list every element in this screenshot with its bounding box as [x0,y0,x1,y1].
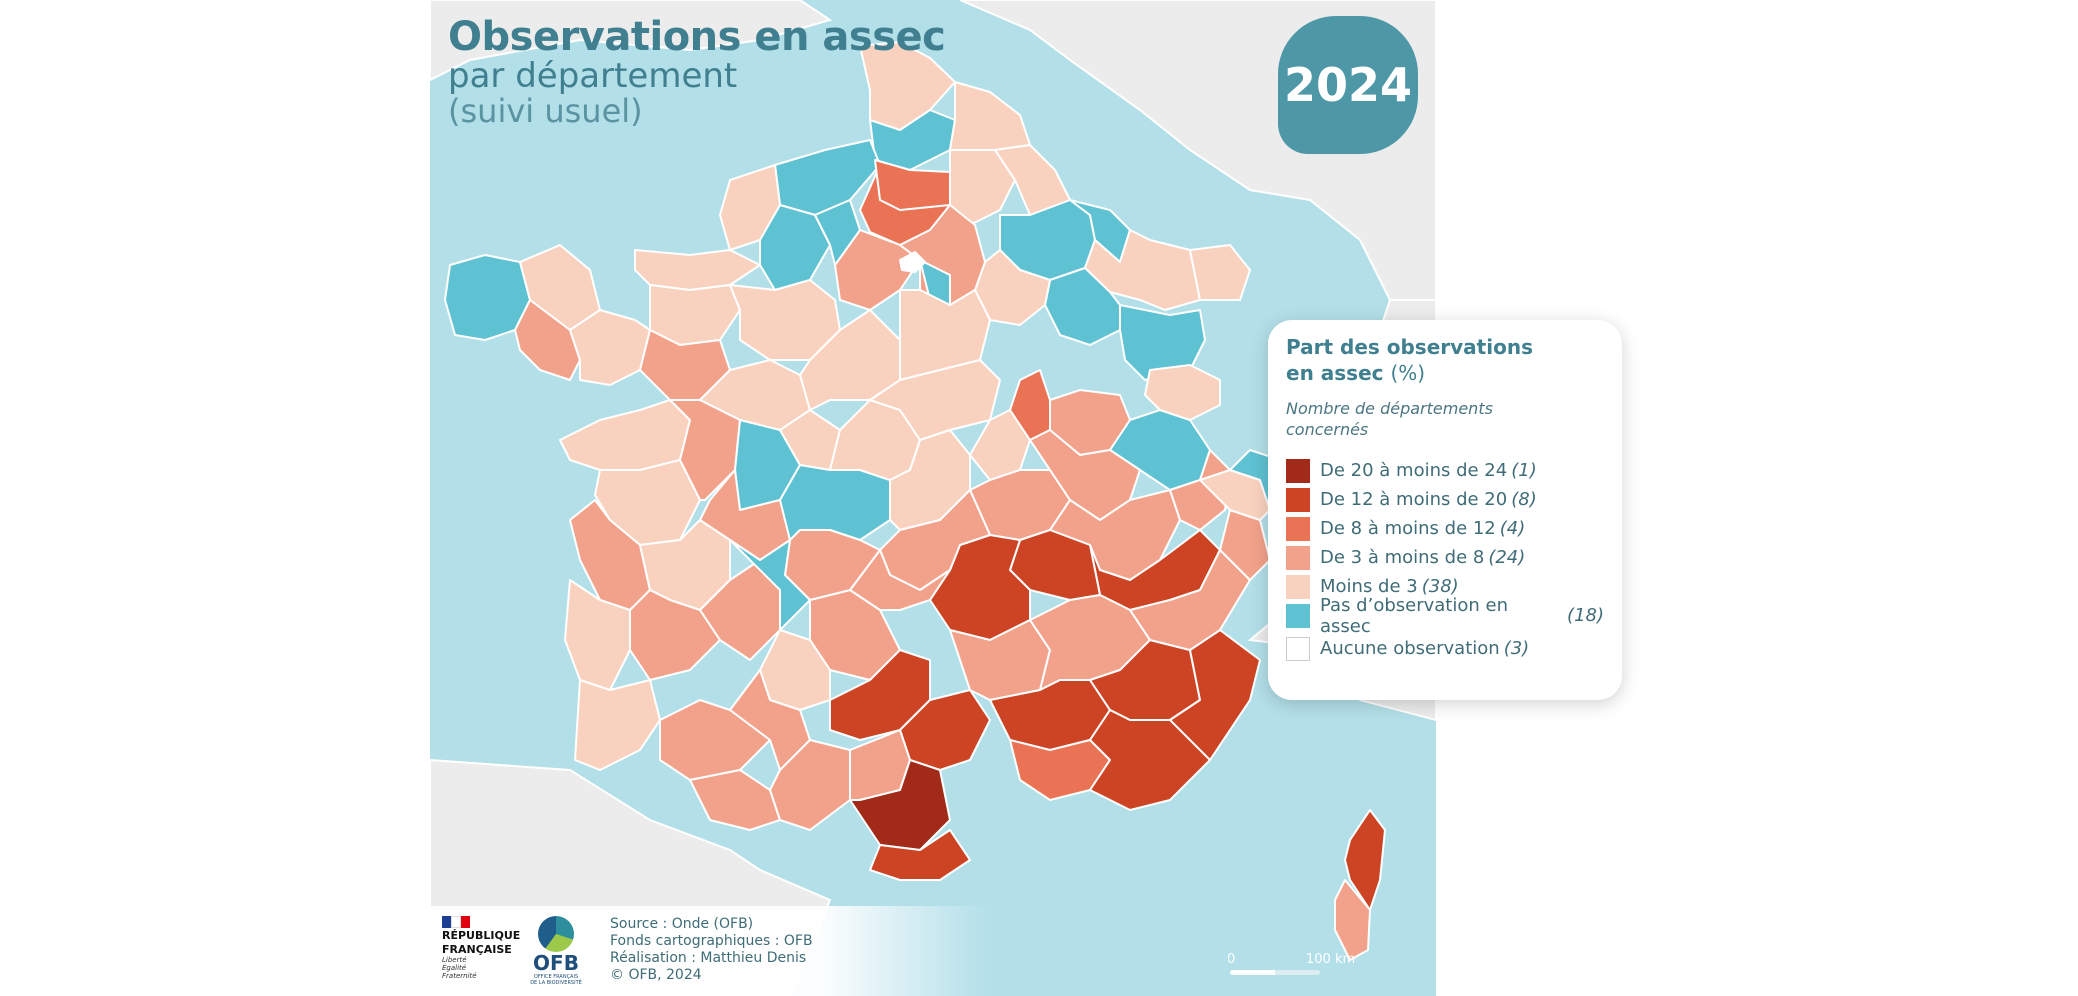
legend-item-label: De 20 à moins de 24 [1320,460,1508,481]
legend-swatch [1286,458,1310,483]
legend-title-line1: Part des observations [1286,335,1533,359]
map-subtitle-note: (suivi usuel) [448,92,643,130]
department [564,579,631,691]
republique-francaise-logo: RÉPUBLIQUE FRANÇAISE Liberté Égalité Fra… [442,916,521,980]
ofb-name: OFB [533,951,579,975]
departments [444,41,1386,961]
legend-subtitle-line2: concernés [1286,420,1369,439]
year-badge: 2024 [1278,16,1418,154]
legend-subtitle: Nombre de départements concernés [1286,398,1604,440]
legend-item-count: (8) [1511,489,1537,510]
motto-egalite: Égalité [442,964,467,972]
republique-line2: FRANÇAISE [442,943,512,956]
department [1219,509,1271,581]
department [729,669,811,771]
department [689,769,781,831]
legend-item: Aucune observation (3) [1286,634,1604,663]
department [1144,364,1221,421]
department [1044,267,1121,346]
credit-source: Source : Onde (OFB) [610,916,754,932]
department [899,289,991,381]
department [569,309,651,386]
legend-item: De 3 à moins de 8 (24) [1286,543,1604,572]
legend-item-label: Pas d’observation en assec [1320,594,1508,637]
department [574,679,661,771]
legend-item-count: (3) [1503,638,1530,659]
credit-copyright: © OFB, 2024 [610,967,702,983]
department [869,829,971,881]
legend-title-line2: en assec [1286,361,1384,385]
department [1169,629,1261,761]
ofb-globe-icon [538,916,574,952]
department [889,429,971,531]
legend-item: De 8 à moins de 12 (4) [1286,514,1604,543]
legend-item-label: De 8 à moins de 12 [1320,518,1496,539]
map-subtitle: par département [448,56,738,96]
legend-swatch [1286,487,1310,512]
legend-item-count: (1) [1511,460,1537,481]
legend-item: Moins de 3 (38) [1286,572,1604,601]
map-card: Observations en assec par département (s… [430,0,1436,996]
legend-item-count: (38) [1421,576,1459,597]
ofb-full-name: OFFICE FRANÇAIS DE LA BIODIVERSITÉ [530,974,582,986]
republique-line1: RÉPUBLIQUE [442,929,521,942]
department [729,539,811,631]
legend-swatch [1286,636,1310,661]
scale-start-label: 0 [1227,952,1236,967]
department [1189,244,1251,301]
credits: Source : Onde (OFB) Fonds cartographique… [610,916,813,984]
credit-realisation: Réalisation : Matthieu Denis [610,950,807,966]
legend-swatch [1286,603,1310,628]
legend: Part des observations en assec (%) Nombr… [1268,320,1622,700]
department [514,299,581,381]
map-title: Observations en assec [448,14,946,60]
department [849,549,951,611]
motto-fraternite: Fraternité [442,972,477,980]
legend-item: De 12 à moins de 20 (8) [1286,485,1604,514]
foreign-land-uk [430,0,833,82]
department [779,464,891,541]
legend-item-count: (24) [1488,547,1526,568]
department [559,399,691,471]
legend-item-count: (4) [1499,518,1526,539]
credit-fonds: Fonds cartographiques : OFB [610,933,813,949]
ofb-logo: OFB OFFICE FRANÇAIS DE LA BIODIVERSITÉ [530,916,582,986]
department [1344,809,1386,911]
legend-swatch [1286,516,1310,541]
department [814,199,861,266]
legend-item-label: Moins de 3 [1320,576,1418,597]
scale-bar: 0 100 km [1227,952,1360,982]
legend-item-label: Aucune observation [1320,638,1500,659]
legend-items: De 20 à moins de 24 (1) De 12 à moins de … [1286,456,1604,663]
department [634,249,761,291]
french-flag-icon [442,916,471,928]
department [899,204,986,306]
legend-swatch [1286,545,1310,570]
department [899,251,926,273]
legend-item-label: De 3 à moins de 8 [1320,547,1485,568]
legend-item-label: De 12 à moins de 20 [1320,489,1508,510]
scale-end-label: 100 km [1306,952,1356,967]
department [759,204,831,291]
legend-item-count: (18) [1567,605,1604,626]
scale-bar-graphic [1230,970,1320,975]
legend-subtitle-line1: Nombre de départements [1286,399,1493,418]
department [669,399,741,501]
legend-item: De 20 à moins de 24 (1) [1286,456,1604,485]
legend-title-unit: (%) [1390,361,1426,385]
legend-item: Pas d’observation en assec (18) [1286,595,1604,637]
legend-title: Part des observations en assec (%) [1286,334,1604,386]
motto-liberte: Liberté [442,956,467,964]
department [949,81,1031,151]
footer: RÉPUBLIQUE FRANÇAISE Liberté Égalité Fra… [430,906,990,996]
legend-swatch [1286,574,1310,599]
department [1334,879,1371,961]
department [869,359,1001,441]
